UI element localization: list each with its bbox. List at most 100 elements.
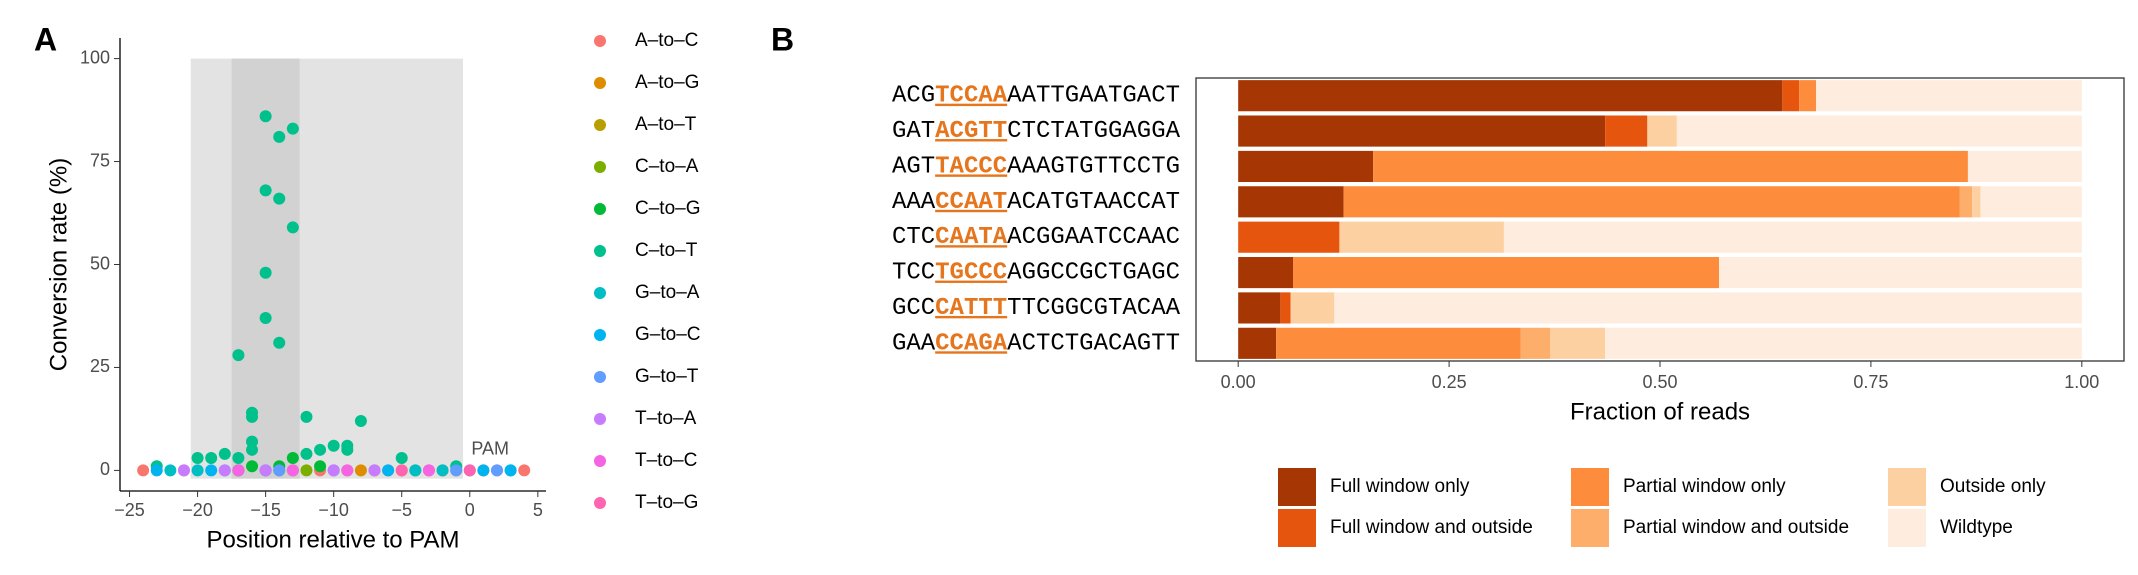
bar-segment <box>1238 150 1374 183</box>
bar-segment <box>1339 221 1504 253</box>
point <box>246 460 259 473</box>
point <box>218 464 231 477</box>
sequence-part: AGT <box>892 154 935 181</box>
sequence-part: GCC <box>892 295 935 322</box>
legend-label: T–to–C <box>635 450 697 471</box>
point <box>150 464 163 477</box>
sequence-part: CATTT <box>935 295 1007 322</box>
legend-label: T–to–G <box>635 492 698 513</box>
sequence-part: TTCGGCGTACAA <box>1007 295 1180 322</box>
sequence-part: AAAGTGTTCCTG <box>1007 154 1180 181</box>
legend-swatch <box>1888 468 1926 506</box>
bar-segment <box>1280 292 1291 324</box>
legend-label: A–to–T <box>635 114 697 135</box>
bar-segment <box>1782 80 1800 112</box>
y-tick-label: 100 <box>80 47 110 67</box>
bar-segment <box>1972 186 1981 218</box>
x-tick-label: 0.75 <box>1853 372 1888 392</box>
bar-segment <box>1605 327 2082 359</box>
legend-label: A–to–C <box>635 30 698 51</box>
row-label: GATACGTTCTCTATGGAGGA <box>892 118 1181 145</box>
bar-segment <box>1503 221 2082 253</box>
bar-segment <box>1373 150 1968 183</box>
legend-swatch <box>1278 468 1316 506</box>
bar-segment <box>1238 80 1783 112</box>
legend-swatch <box>594 119 606 131</box>
panel-label: B <box>771 21 794 57</box>
bar-segment <box>1238 327 1277 359</box>
y-axis-title: Conversion rate (%) <box>45 158 72 371</box>
x-tick-label: 1.00 <box>2064 372 2099 392</box>
sequence-part: AAA <box>892 189 936 216</box>
point <box>286 452 299 465</box>
sequence-part: GAA <box>892 331 936 358</box>
x-tick-label: 0 <box>465 500 475 520</box>
sequence-part: TACCC <box>935 154 1007 181</box>
bar-segment <box>1343 186 1960 218</box>
bar-segment <box>1293 256 1720 289</box>
legend-swatch <box>1888 509 1926 547</box>
bar-segment <box>1959 186 1973 218</box>
legend-swatch <box>1571 509 1609 547</box>
bar-segment <box>1605 115 1648 147</box>
legend-label: Wildtype <box>1940 517 2013 538</box>
point <box>314 443 327 456</box>
point <box>273 464 286 477</box>
point <box>259 312 272 325</box>
bar-segment <box>1647 115 1677 147</box>
x-tick-label: −25 <box>114 500 145 520</box>
legend-label: G–to–T <box>635 366 699 387</box>
point <box>218 447 231 460</box>
row-label: GAACCAGAACTCTGACAGTT <box>892 331 1180 358</box>
sequence-part: ACATGTAACCAT <box>1007 189 1180 216</box>
point <box>395 452 408 465</box>
point <box>191 452 204 465</box>
point <box>205 464 218 477</box>
bar-segment <box>1334 292 2082 324</box>
point <box>504 464 517 477</box>
bar-segment <box>1980 186 2082 218</box>
legend-swatch <box>594 77 606 89</box>
legend-label: G–to–A <box>635 282 700 303</box>
bar-segment <box>1550 327 1606 359</box>
point <box>259 110 272 123</box>
legend-swatch <box>1278 509 1316 547</box>
point <box>395 464 408 477</box>
point <box>232 349 245 362</box>
point <box>232 452 245 465</box>
x-tick-label: −20 <box>182 500 213 520</box>
x-tick-label: 5 <box>533 500 543 520</box>
legend-label: A–to–G <box>635 72 699 93</box>
legend-label: Full window only <box>1330 476 1470 497</box>
panel-label: A <box>34 21 57 57</box>
point <box>273 192 286 205</box>
bar-segment <box>1816 80 2082 112</box>
bar-segment <box>1238 115 1606 147</box>
point <box>286 464 299 477</box>
point <box>259 184 272 197</box>
annotation: PAM <box>471 439 509 459</box>
sequence-part: TCCAA <box>935 83 1008 110</box>
sequence-part: CTC <box>892 225 935 252</box>
bar-segment <box>1238 221 1340 253</box>
sequence-part: ACGGAATCCAAC <box>1007 225 1180 252</box>
bar-segment <box>1238 292 1281 324</box>
point <box>164 464 177 477</box>
bar-segment <box>1276 327 1521 359</box>
point <box>491 464 504 477</box>
row-label: GCCCATTTTTCGGCGTACAA <box>892 295 1181 322</box>
sequence-part: AATTGAATGACT <box>1007 83 1180 110</box>
point <box>300 464 313 477</box>
legend-swatch <box>594 245 606 257</box>
point <box>205 452 218 465</box>
y-tick-label: 25 <box>90 356 110 376</box>
legend-label: Partial window and outside <box>1623 517 1849 538</box>
legend-swatch <box>594 371 606 383</box>
sequence-part: CTCTATGGAGGA <box>1007 118 1180 145</box>
bar-segment <box>1520 327 1551 359</box>
point <box>300 410 313 423</box>
point <box>341 443 354 456</box>
point <box>259 464 272 477</box>
legend-label: Full window and outside <box>1330 517 1533 538</box>
sequence-part: GAT <box>892 118 935 145</box>
